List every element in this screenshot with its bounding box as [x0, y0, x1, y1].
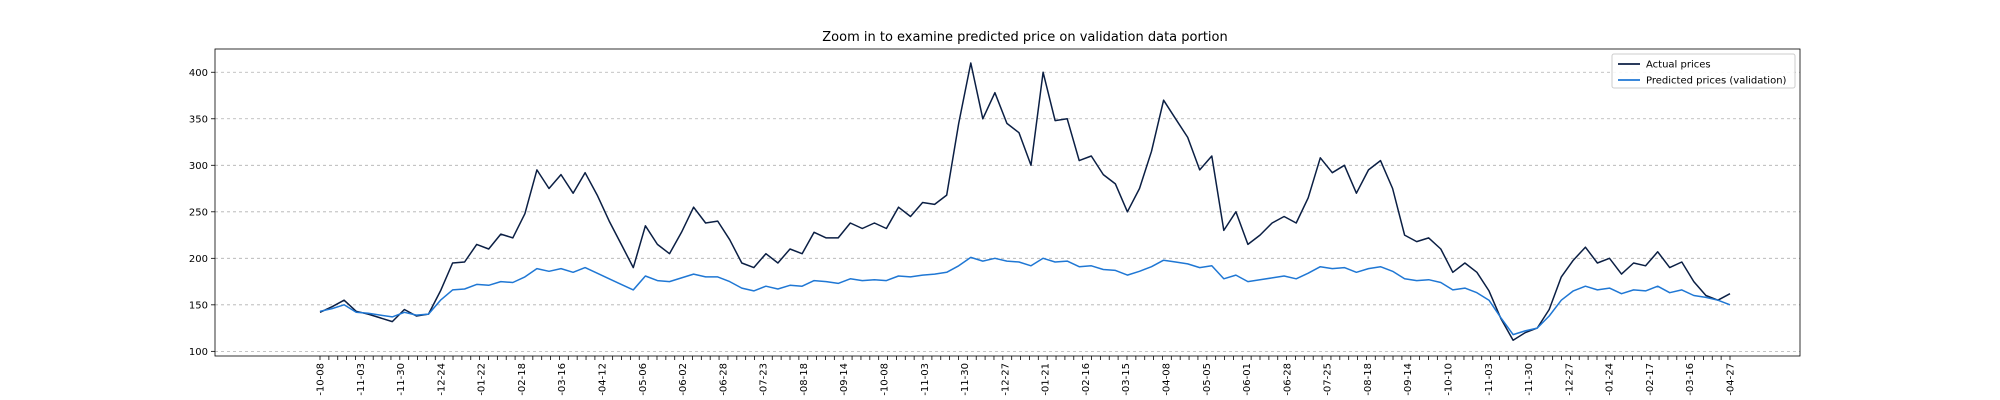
x-tick-label: -11-03	[1484, 363, 1495, 396]
x-tick-label: -10-10	[1444, 363, 1455, 396]
y-tick-label: 400	[189, 68, 208, 79]
x-tick-label: -11-30	[396, 363, 407, 396]
legend-label: Predicted prices (validation)	[1646, 76, 1787, 87]
legend: Actual prices Predicted prices (validatio…	[1611, 53, 1796, 89]
x-tick-label: -12-24	[436, 363, 447, 396]
y-tick-label: 250	[189, 207, 208, 218]
y-tick-label: 150	[189, 300, 208, 311]
x-tick-label: -11-30	[1524, 363, 1535, 396]
x-tick-label: -05-05	[1202, 363, 1213, 396]
y-tick-label: 200	[189, 254, 208, 265]
legend-label: Actual prices	[1646, 60, 1711, 71]
x-tick-label: -11-03	[356, 363, 367, 396]
x-tick-label: -02-17	[1645, 363, 1656, 396]
x-tick-label: -10-08	[316, 363, 327, 396]
x-tick-label: -01-24	[1605, 363, 1616, 396]
series-line-predicted-prices	[319, 256, 1731, 336]
x-tick-label: -09-14	[1403, 363, 1414, 396]
x-tick-label: -03-16	[557, 363, 568, 396]
x-tick-label: -07-25	[1323, 363, 1334, 396]
y-tick-label: 350	[189, 114, 208, 125]
grid	[215, 71, 1800, 352]
x-tick-label: -01-21	[1041, 363, 1052, 396]
x-tick-label: -12-27	[1564, 363, 1575, 396]
x-tick-label: -06-28	[1282, 363, 1293, 396]
series-line-actual-prices	[319, 62, 1731, 341]
x-tick-label: -02-18	[517, 363, 528, 396]
x-tick-label: -04-12	[598, 363, 609, 396]
x-tick-label: -07-23	[759, 363, 770, 396]
x-tick-label: -10-08	[880, 363, 891, 396]
x-tick-label: -01-22	[477, 363, 488, 396]
y-axis: 100 150 200 250 300 350 400	[189, 68, 215, 358]
x-tick-label: -12-27	[1000, 363, 1011, 396]
x-tick-label: -08-18	[799, 363, 810, 396]
x-tick-label: -11-03	[920, 363, 931, 396]
plot-frame	[214, 48, 1801, 357]
x-tick-label: -08-18	[1363, 363, 1374, 396]
x-axis: -10-08 -11-03 -11-30 -12-24 -01-22 -02-18 -03-…	[316, 356, 1737, 396]
x-tick-label: -05-06	[638, 363, 649, 396]
y-tick-label: 100	[189, 347, 208, 358]
x-tick-label: -09-14	[839, 363, 850, 396]
legend-box	[1611, 53, 1796, 89]
x-tick-label: -02-16	[1081, 363, 1092, 396]
series-layer	[319, 62, 1731, 341]
y-tick-label: 300	[189, 161, 208, 172]
x-tick-label: -06-28	[718, 363, 729, 396]
x-tick-label: -04-27	[1726, 363, 1737, 396]
chart-title: Zoom in to examine predicted price on va…	[822, 30, 1227, 45]
x-tick-label: -11-30	[960, 363, 971, 396]
x-tick-label: -03-16	[1685, 363, 1696, 396]
x-tick-label: -06-02	[678, 363, 689, 396]
x-tick-label: -03-15	[1121, 363, 1132, 396]
x-tick-label: -06-01	[1242, 363, 1253, 396]
x-tick-label: -04-08	[1162, 363, 1173, 396]
